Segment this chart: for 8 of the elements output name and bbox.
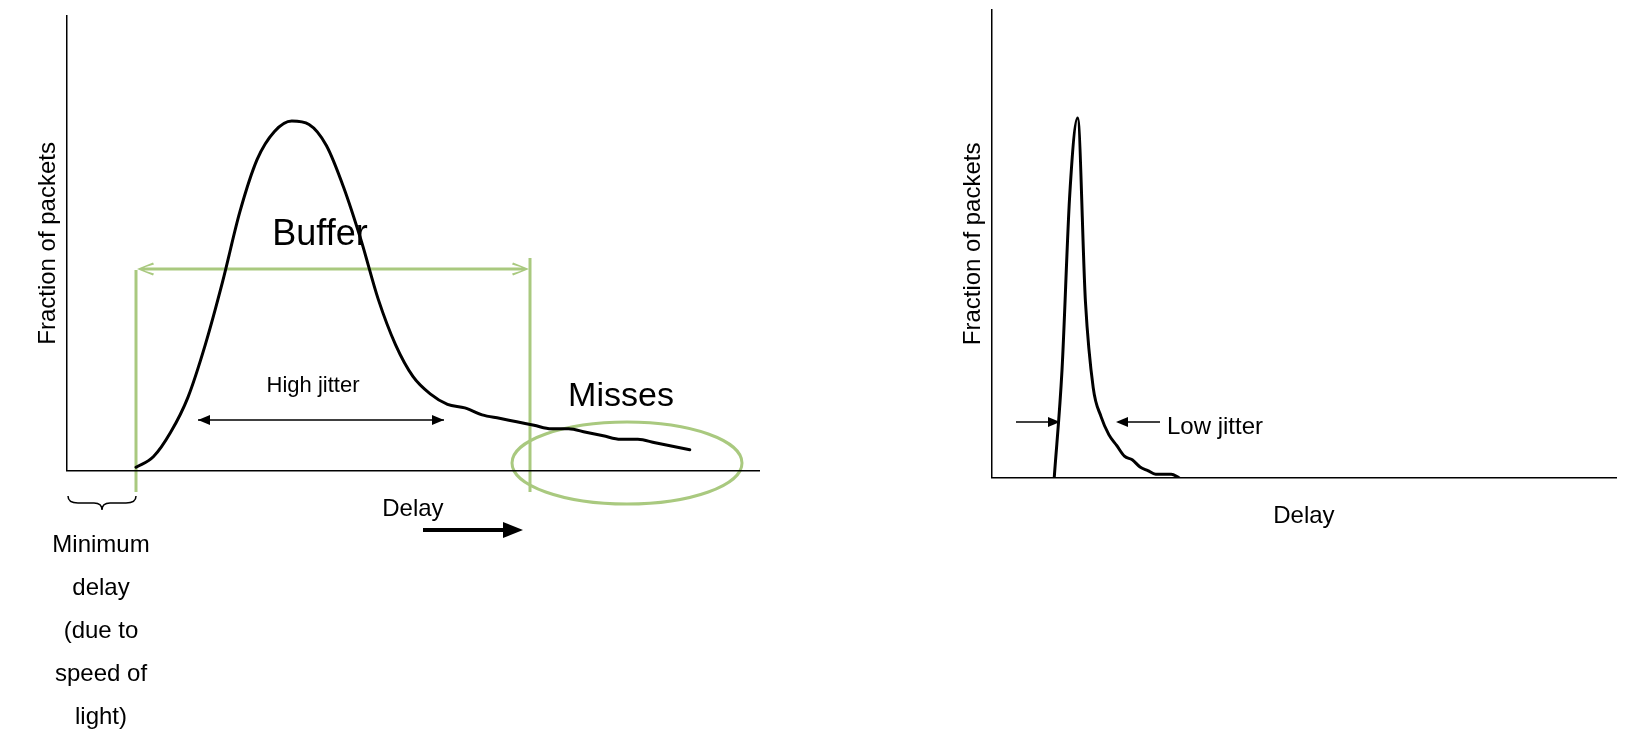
y-axis-title: Fraction of packets [958, 142, 986, 346]
y-axis-title: Fraction of packets [33, 142, 61, 345]
annotation: High jitter [266, 372, 360, 398]
x-axis-title: Delay [1273, 501, 1335, 529]
text: Minimum delay (due to speed of light) [52, 529, 150, 729]
x-axis-title: Delay [382, 494, 444, 522]
annotation: Misses [568, 375, 674, 414]
annotation: Low jitter [1167, 411, 1264, 439]
